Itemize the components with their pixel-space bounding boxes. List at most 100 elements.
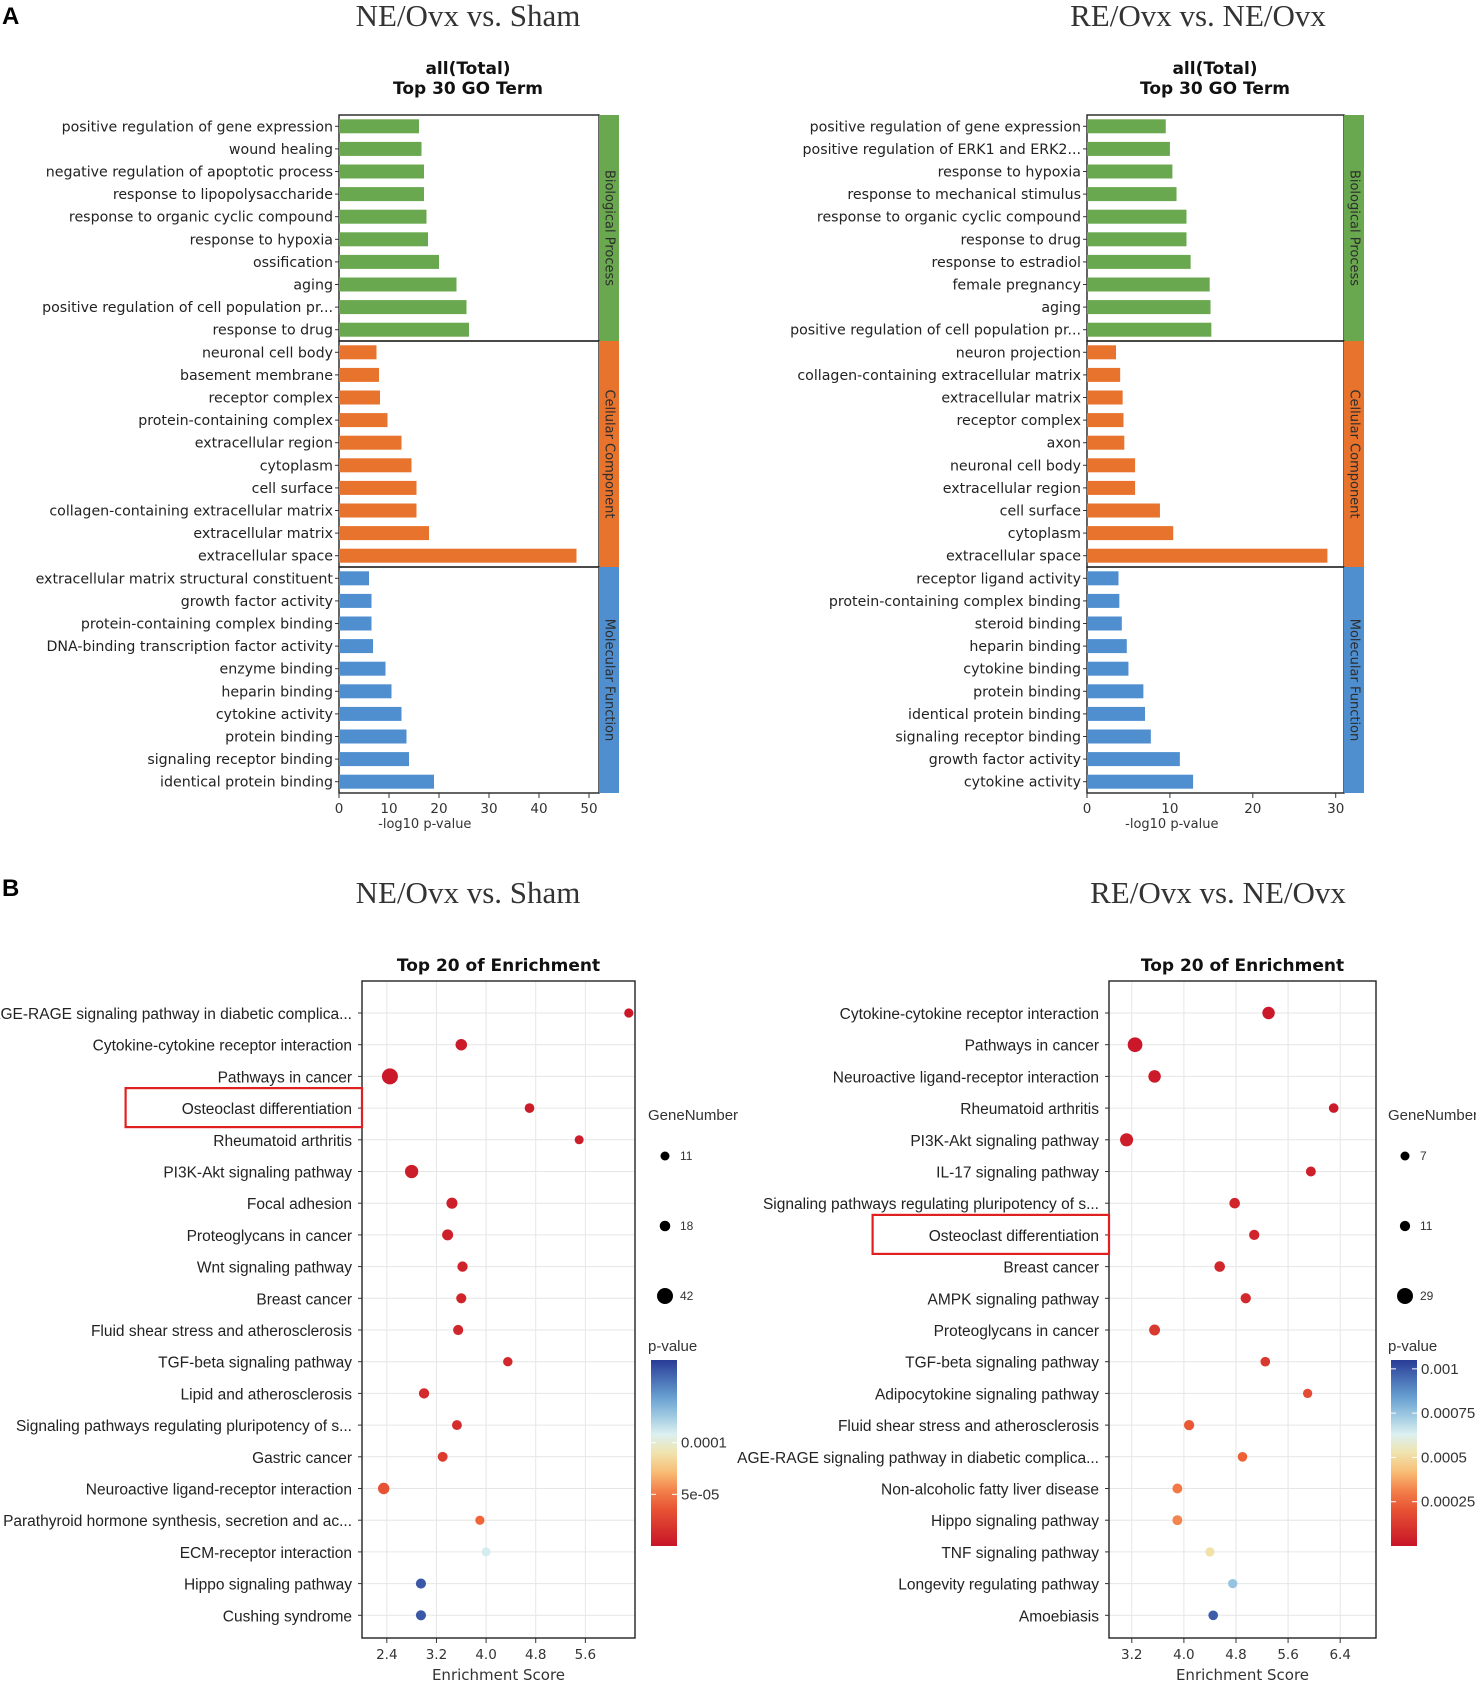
pathway-label-ecm-receptor-interaction: ECM-receptor interaction: [180, 1545, 352, 1562]
x-axis-label: -log10 p-value: [1125, 817, 1218, 832]
bar-label: protein binding: [225, 730, 333, 746]
bar-label: basement membrane: [180, 368, 333, 384]
bar-receptor-complex: [339, 390, 380, 405]
bar-positive-regulation-of-gene-expression: [1087, 119, 1166, 134]
bar-neuronal-cell-body: [339, 345, 377, 360]
bar-response-to-drug: [339, 322, 469, 337]
bar-label: positive regulation of gene expression: [810, 119, 1081, 135]
bar-negative-regulation-of-apoptotic-process: [339, 164, 424, 179]
pathway-label-pi3k-akt-signaling-pathway: PI3K-Akt signaling pathway: [163, 1165, 352, 1182]
bar-cell-surface: [1087, 503, 1160, 518]
bar-label: positive regulation of ERK1 and ERK2...: [803, 142, 1081, 158]
category-strip: [1344, 341, 1364, 567]
bar-label: extracellular space: [198, 549, 333, 565]
bar-label: receptor complex: [957, 413, 1082, 429]
pathway-label-pathways-in-cancer: Pathways in cancer: [965, 1038, 1099, 1055]
chart-title: Top 20 of Enrichment: [397, 956, 600, 976]
panel-title: NE/Ovx vs. Sham: [356, 875, 581, 910]
bar-protein-binding: [1087, 684, 1144, 699]
pathway-label-proteoglycans-in-cancer: Proteoglycans in cancer: [187, 1228, 352, 1245]
bar-label: heparin binding: [221, 684, 333, 700]
pathway-label-neuroactive-ligand-receptor-interaction: Neuroactive ligand-receptor interaction: [833, 1069, 1099, 1086]
pathway-label-fluid-shear-stress-and-atherosclerosis: Fluid shear stress and atherosclerosis: [838, 1418, 1099, 1435]
x-tick-label: 2.4: [376, 1647, 397, 1663]
bar-extracellular-space: [339, 548, 577, 563]
panel-title: RE/Ovx vs. NE/Ovx: [1090, 875, 1346, 910]
bar-label: extracellular region: [943, 481, 1081, 497]
dot-ampk-signaling-pathway: [1240, 1293, 1251, 1304]
bar-label: extracellular matrix structural constitu…: [36, 571, 334, 587]
dot-pathways-in-cancer: [1127, 1037, 1143, 1053]
bar-aging: [1087, 300, 1211, 315]
plot-frame: [361, 980, 636, 1639]
bar-response-to-mechanical-stimulus: [1087, 187, 1177, 202]
bar-label: response to hypoxia: [190, 232, 333, 248]
bar-label: aging: [293, 278, 333, 294]
bar-extracellular-matrix: [339, 526, 429, 541]
dot-age-rage-signaling-pathway-in-diabetic-complica: [624, 1008, 634, 1018]
chart-subtitle: Top 30 GO Term: [393, 79, 543, 99]
chart-title: all(Total): [425, 59, 510, 79]
color-bar: [1391, 1360, 1417, 1546]
dot-adipocytokine-signaling-pathway: [1302, 1388, 1313, 1399]
dot-cytokine-cytokine-receptor-interaction: [455, 1038, 468, 1051]
x-tick-label: 10: [380, 801, 397, 817]
bar-label: signaling receptor binding: [147, 752, 333, 768]
color-legend-title: p-value: [1388, 1338, 1437, 1355]
category-strip: [599, 115, 619, 341]
pathway-label-neuroactive-ligand-receptor-interaction: Neuroactive ligand-receptor interaction: [86, 1482, 352, 1499]
bar-label: extracellular matrix: [193, 526, 333, 542]
pathway-label-osteoclast-differentiation: Osteoclast differentiation: [929, 1228, 1099, 1245]
size-legend-label: 11: [1420, 1219, 1433, 1233]
bar-cytokine-binding: [1087, 661, 1129, 676]
pathway-label-gastric-cancer: Gastric cancer: [252, 1450, 352, 1467]
bar-label: neuron projection: [956, 345, 1081, 361]
pathway-label-adipocytokine-signaling-pathway: Adipocytokine signaling pathway: [875, 1386, 1099, 1403]
x-tick-label: 6.4: [1329, 1647, 1350, 1663]
bar-label: collagen-containing extracellular matrix: [797, 368, 1081, 384]
dot-longevity-regulating-pathway: [1228, 1578, 1238, 1589]
bar-female-pregnancy: [1087, 277, 1210, 292]
bar-cytokine-activity: [1087, 774, 1194, 789]
bar-basement-membrane: [339, 367, 379, 382]
bar-aging: [339, 277, 457, 292]
plot-frame: [1108, 980, 1377, 1639]
bar-protein-containing-complex: [339, 413, 388, 428]
bar-label: heparin binding: [969, 639, 1081, 655]
x-tick-label: 30: [1327, 801, 1344, 817]
bar-heparin-binding: [339, 684, 392, 699]
bar-extracellular-matrix-structural-constituent: [339, 571, 369, 586]
bar-label: signaling receptor binding: [895, 730, 1081, 746]
bar-label: steroid binding: [975, 617, 1081, 633]
bar-label: enzyme binding: [219, 662, 333, 678]
size-legend-label: 7: [1420, 1149, 1427, 1163]
dot-breast-cancer: [456, 1293, 467, 1304]
chart-subtitle: Top 30 GO Term: [1140, 79, 1290, 99]
dot-neuroactive-ligand-receptor-interaction: [1148, 1070, 1161, 1083]
highlight-box: [871, 1213, 1111, 1256]
size-legend-dot: [659, 1220, 671, 1232]
dot-wnt-signaling-pathway: [457, 1261, 468, 1272]
bar-receptor-complex: [1087, 413, 1124, 428]
bar-collagen-containing-extracellular-matrix: [339, 503, 417, 518]
pathway-label-pi3k-akt-signaling-pathway: PI3K-Akt signaling pathway: [910, 1133, 1099, 1150]
bar-label: ossification: [253, 255, 333, 271]
bar-signaling-receptor-binding: [339, 752, 409, 767]
pathway-label-tgf-beta-signaling-pathway: TGF-beta signaling pathway: [905, 1355, 1099, 1372]
bar-label: response to drug: [212, 323, 333, 339]
bar-label: protein-containing complex binding: [81, 617, 333, 633]
bar-label: cytoplasm: [260, 458, 333, 474]
pathway-label-age-rage-signaling-pathway-in-diabetic-complica: AGE-RAGE signaling pathway in diabetic c…: [737, 1450, 1099, 1467]
size-legend-label: 29: [1420, 1289, 1434, 1303]
bar-label: cytokine activity: [964, 775, 1081, 791]
x-tick-label: 4.0: [1173, 1647, 1194, 1663]
highlight-box: [124, 1086, 364, 1129]
bar-response-to-estradiol: [1087, 254, 1191, 269]
bar-label: negative regulation of apoptotic process: [46, 165, 333, 181]
go-bar-chart-ne-vs-sham: NE/Ovx vs. Sham all(Total)Top 30 GO Term B…: [36, 0, 619, 832]
bar-extracellular-space: [1087, 548, 1328, 563]
x-tick-label: 40: [530, 801, 547, 817]
bar-response-to-organic-cyclic-compound: [1087, 209, 1187, 224]
bar-label: positive regulation of cell population p…: [42, 300, 333, 316]
